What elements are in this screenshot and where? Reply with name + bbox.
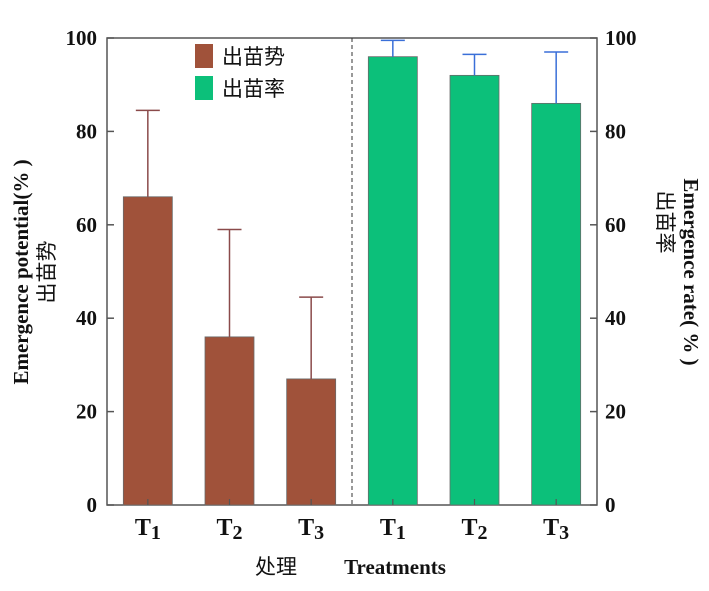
legend: 出苗势 出苗率: [195, 44, 285, 101]
y-tick-right-label: 0: [605, 493, 616, 517]
bar-rate-T3: [531, 102, 582, 506]
y-tick-left-label: 60: [76, 213, 97, 237]
legend-label-rate: 出苗率: [222, 77, 285, 101]
x-tick-label-potential: T3: [298, 515, 324, 544]
y-tick-left-label: 100: [66, 26, 98, 50]
x-tick-label-rate: T3: [543, 515, 569, 544]
bars-layer: [122, 39, 582, 506]
legend-swatch-rate: [195, 76, 213, 100]
x-axis-label: 处理 Treatments: [255, 555, 446, 579]
x-tick-label-potential: T1: [135, 515, 161, 544]
y-axis-left-label-cn: 出苗势: [35, 241, 59, 304]
x-tick-label-potential: T2: [216, 515, 242, 544]
legend-label-potential: 出苗势: [222, 45, 285, 69]
bar-potential-T2: [204, 336, 255, 506]
y-axis-left-label: Emergence potential(% ) 出苗势: [9, 159, 59, 384]
y-tick-right-label: 80: [605, 119, 626, 143]
y-tick-left-label: 20: [76, 400, 97, 424]
x-tick-label-rate: T1: [380, 515, 406, 544]
ticks-layer: 0 0 20 20 40 40 60 60 80 80 100 100 T1 T2 T3 T1 T2 T3: [66, 26, 637, 544]
y-tick-left-label: 40: [76, 306, 97, 330]
x-tick-label-rate: T2: [461, 515, 487, 544]
x-axis-label-en: Treatments: [344, 555, 446, 579]
y-tick-right-label: 20: [605, 400, 626, 424]
y-axis-right-label-cn: 出苗率: [653, 191, 677, 254]
legend-swatch-potential: [195, 44, 213, 68]
bar-potential-T1: [122, 196, 173, 506]
y-tick-right-label: 40: [605, 306, 626, 330]
bar-potential-T3: [286, 378, 337, 506]
y-tick-left-label: 80: [76, 119, 97, 143]
y-tick-left-label: 0: [87, 493, 98, 517]
x-axis-label-cn: 处理: [255, 555, 297, 579]
y-axis-right-label-en: Emergence rate( % ): [679, 178, 703, 365]
bar-rate-T1: [367, 56, 418, 506]
y-tick-right-label: 60: [605, 213, 626, 237]
y-axis-right-label: Emergence rate( % ) 出苗率: [653, 178, 703, 365]
bar-rate-T2: [449, 74, 500, 506]
y-axis-left-label-en: Emergence potential(% ): [9, 159, 33, 384]
y-tick-right-label: 100: [605, 26, 637, 50]
